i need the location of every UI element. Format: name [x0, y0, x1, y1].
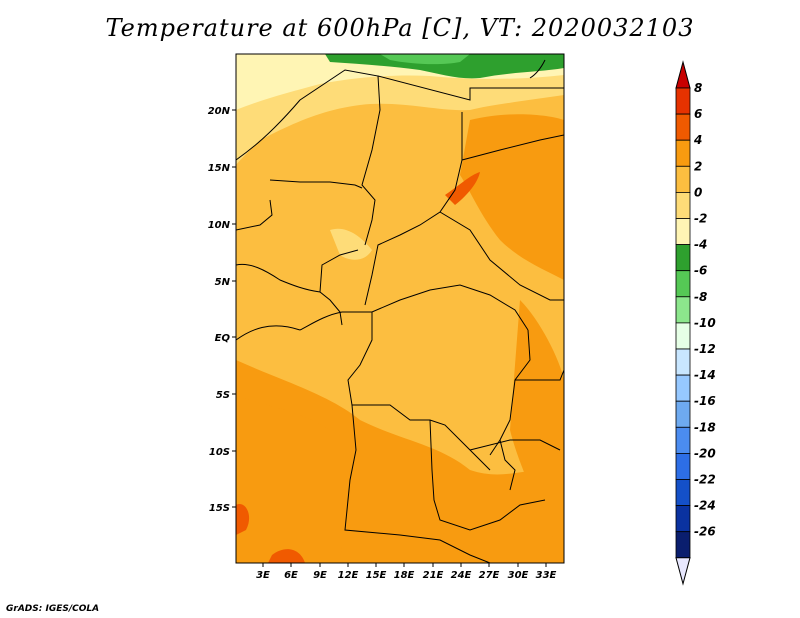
lat-label: 5N	[215, 277, 231, 288]
lon-label: 15E	[366, 570, 387, 581]
lat-label: 10N	[208, 220, 231, 231]
colorbar-label: 0	[694, 185, 702, 199]
lat-label: 15S	[209, 503, 230, 514]
colorbar-label: 4	[693, 133, 702, 147]
colorbar-label: -14	[694, 368, 716, 382]
colorbar-swatch	[675, 296, 691, 324]
colorbar-label: -18	[694, 420, 716, 434]
lon-label: 24E	[451, 570, 472, 581]
lon-label: 30E	[508, 570, 529, 581]
lat-label: 10S	[209, 447, 230, 458]
colorbar-swatch	[675, 505, 691, 533]
colorbar-swatch	[675, 244, 691, 272]
colorbar-swatch	[675, 348, 691, 376]
colorbar-swatch	[675, 218, 691, 246]
colorbar-swatch	[675, 479, 691, 507]
lon-label: 6E	[284, 570, 298, 581]
boundaries	[236, 59, 564, 563]
map-frame	[235, 53, 565, 564]
colorbar-swatch	[675, 270, 691, 298]
colorbar-arrow-bottom	[675, 557, 691, 586]
map-title: Temperature at 600hPa [C], VT: 202003210…	[105, 14, 695, 42]
lon-label: 9E	[313, 570, 327, 581]
colorbar-swatch	[675, 191, 691, 219]
lat-label: 15N	[208, 163, 231, 174]
lon-label: 33E	[536, 570, 557, 581]
axis-ticks	[232, 109, 547, 567]
colorbar-swatch	[675, 165, 691, 193]
longitude-labels: 3E 6E 9E 12E 15E 18E 21E 24E 27E 30E 33E	[256, 570, 556, 581]
colorbar-label: -6	[694, 264, 707, 278]
colorbar-label: 2	[694, 159, 702, 173]
field-neg2-0-patch	[330, 228, 372, 260]
field-4-6-c	[268, 549, 305, 563]
colorbar-label: -12	[694, 342, 716, 356]
colorbar-label: -8	[694, 290, 707, 304]
field-2-4-northeast	[460, 114, 564, 280]
colorbar-swatch	[675, 113, 691, 141]
lat-label: 20N	[208, 106, 231, 117]
colorbar-label: -26	[694, 525, 716, 539]
footer-credit: GrADS: IGES/COLA	[6, 604, 100, 614]
temperature-field	[236, 54, 564, 563]
colorbar-swatch	[675, 374, 691, 402]
colorbar-label: -22	[694, 473, 716, 487]
latitude-labels: 20N 15N 10N 5N EQ 5S 10S 15S	[208, 106, 231, 514]
colorbar: 8 6 4 2 0 -2 -4 -6 -8 -10 -12 -14 -16 -18 -20 -22 -24 -26	[675, 60, 716, 586]
colorbar-arrow-top	[675, 60, 691, 89]
field-4-6-b	[236, 504, 250, 535]
colorbar-swatch	[675, 87, 691, 115]
colorbar-swatch	[675, 139, 691, 167]
field-neg8-neg6	[380, 54, 470, 65]
lon-label: 3E	[256, 570, 270, 581]
colorbar-label: 6	[694, 107, 702, 121]
lon-label: 21E	[423, 570, 444, 581]
field-2-4-east	[510, 300, 564, 560]
colorbar-swatch	[675, 531, 691, 559]
lon-label: 27E	[479, 570, 500, 581]
colorbar-label: -4	[694, 238, 707, 252]
colorbar-swatch	[675, 400, 691, 428]
colorbar-label: -2	[694, 212, 707, 226]
lon-label: 12E	[338, 570, 359, 581]
colorbar-swatch	[675, 452, 691, 480]
colorbar-label: -20	[694, 446, 716, 460]
field-4-6-a	[445, 172, 480, 205]
field-2-4-southwest	[236, 395, 350, 563]
colorbar-label: -10	[694, 316, 716, 330]
lon-label: 18E	[394, 570, 415, 581]
lat-label: 5S	[216, 390, 230, 401]
colorbar-label: 8	[694, 81, 702, 95]
field-neg6-neg4	[325, 54, 564, 79]
colorbar-swatch	[675, 426, 691, 454]
lat-label: EQ	[215, 333, 231, 344]
colorbar-label: -16	[694, 394, 716, 408]
colorbar-label: -24	[694, 499, 716, 513]
colorbar-swatch	[675, 322, 691, 350]
